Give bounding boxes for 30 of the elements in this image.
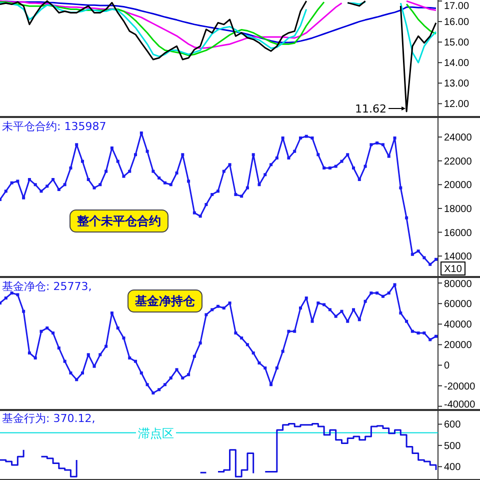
chart-title: 基金净仓: 25773, bbox=[2, 280, 92, 293]
y-tick-label: 22000 bbox=[444, 156, 472, 168]
y-tick-label: 14.00 bbox=[444, 58, 470, 70]
chart-title: 基金行为: 370.12, bbox=[2, 412, 96, 425]
text: X10 bbox=[444, 264, 462, 275]
y-tick-label: 600 bbox=[444, 420, 462, 431]
annotation: 基金净持仓 bbox=[134, 294, 196, 308]
y-tick-label: 14000 bbox=[444, 252, 472, 263]
y-tick-label: 500 bbox=[444, 440, 462, 452]
chart-title: 未平仓合约: 135987 bbox=[2, 120, 106, 133]
ref-line-label: 滞点区 bbox=[138, 426, 174, 441]
y-tick-label: 40000 bbox=[444, 320, 472, 331]
y-tick-label: 0 bbox=[444, 360, 450, 372]
annotation: 11.62 bbox=[355, 102, 387, 116]
y-tick-label: -20000 bbox=[444, 381, 476, 392]
y-tick-label: 13.00 bbox=[444, 78, 470, 90]
y-tick-label: 20000 bbox=[444, 180, 472, 192]
y-tick-label: 12.00 bbox=[444, 99, 470, 110]
y-tick-label: 15.00 bbox=[444, 38, 470, 49]
y-tick-label: 16000 bbox=[444, 228, 472, 239]
annotation: 整个未平仓合约 bbox=[76, 214, 161, 228]
y-tick-label: 80000 bbox=[444, 279, 472, 290]
y-tick-label: 17.00 bbox=[444, 1, 470, 12]
y-tick-label: 24000 bbox=[444, 132, 472, 144]
y-tick-label: -40000 bbox=[444, 400, 476, 410]
y-tick-label: 400 bbox=[444, 462, 462, 474]
y-tick-label: 16.00 bbox=[444, 17, 470, 28]
y-tick-label: 60000 bbox=[444, 299, 472, 310]
y-tick-label: 18000 bbox=[444, 204, 472, 215]
y-tick-label: 20000 bbox=[444, 340, 472, 352]
